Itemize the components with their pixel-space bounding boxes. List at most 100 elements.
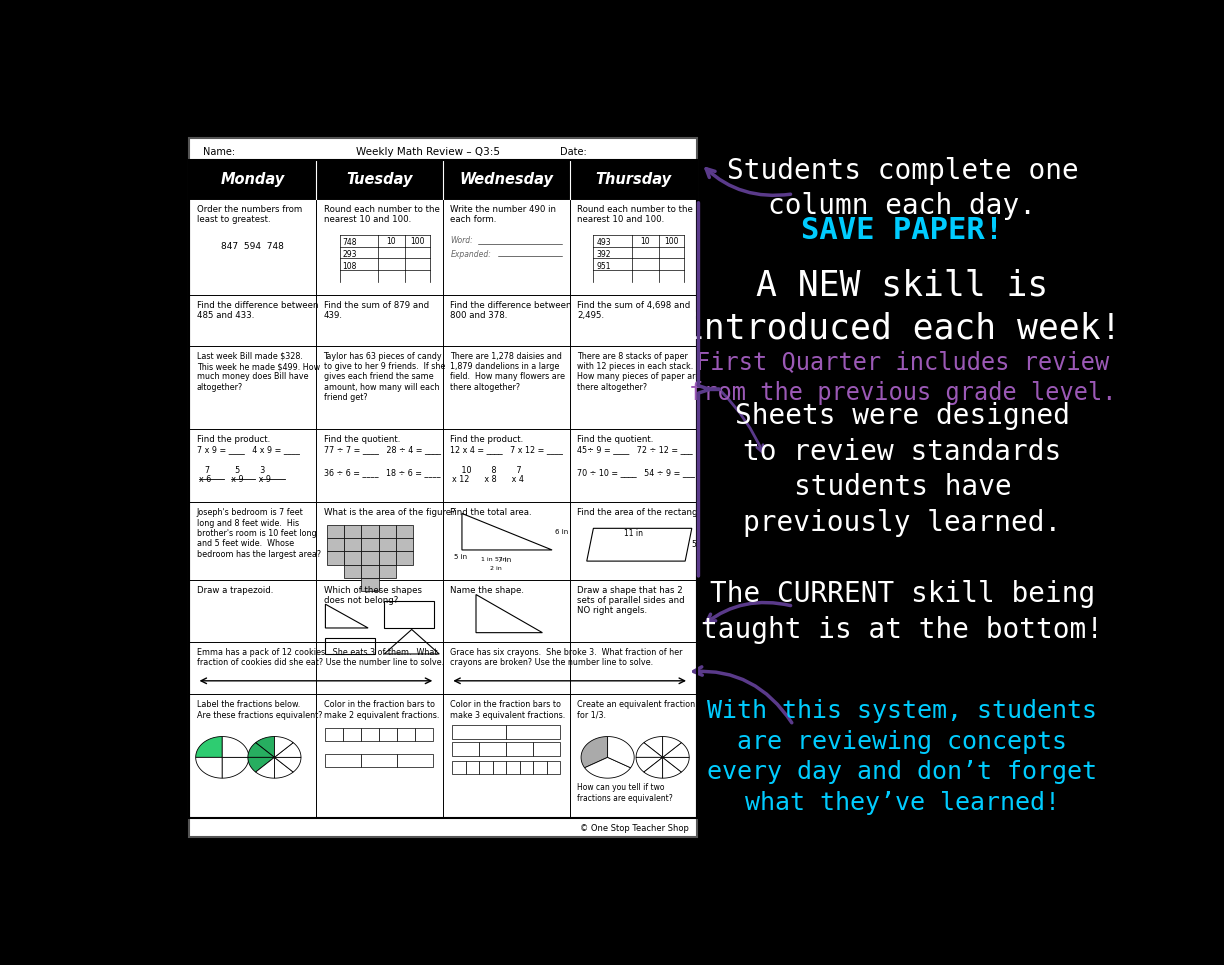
FancyBboxPatch shape — [344, 728, 361, 741]
Text: Joseph's bedroom is 7 feet
long and 8 feet wide.  His
brother's room is 10 feet : Joseph's bedroom is 7 feet long and 8 fe… — [197, 509, 321, 559]
Polygon shape — [662, 743, 689, 758]
FancyBboxPatch shape — [326, 754, 361, 767]
Text: Tuesday: Tuesday — [346, 172, 412, 187]
FancyBboxPatch shape — [453, 726, 507, 739]
Text: 7 in: 7 in — [498, 558, 512, 564]
FancyBboxPatch shape — [361, 565, 378, 578]
Text: 11 in: 11 in — [623, 529, 643, 538]
Text: 5 in: 5 in — [454, 554, 468, 560]
Text: Students complete one
column each day.: Students complete one column each day. — [727, 156, 1078, 220]
Polygon shape — [196, 736, 223, 758]
Text: Find the quotient.: Find the quotient. — [323, 435, 400, 444]
FancyBboxPatch shape — [188, 138, 696, 837]
Text: Wednesday: Wednesday — [459, 172, 553, 187]
Text: Order the numbers from
least to greatest.: Order the numbers from least to greatest… — [197, 205, 302, 225]
Text: Draw a shape that has 2
sets of parallel sides and
NO right angels.: Draw a shape that has 2 sets of parallel… — [578, 586, 685, 616]
FancyBboxPatch shape — [361, 728, 379, 741]
FancyBboxPatch shape — [547, 761, 561, 775]
FancyBboxPatch shape — [520, 761, 534, 775]
Text: 2 in: 2 in — [491, 566, 502, 571]
FancyBboxPatch shape — [398, 754, 433, 767]
Text: 6 in: 6 in — [554, 529, 568, 535]
Text: Color in the fraction bars to
make 2 equivalent fractions.: Color in the fraction bars to make 2 equ… — [323, 701, 439, 720]
Text: 5 in: 5 in — [496, 558, 507, 563]
FancyBboxPatch shape — [395, 551, 412, 565]
Text: 951: 951 — [596, 262, 611, 271]
Text: The CURRENT skill being
taught is at the bottom!: The CURRENT skill being taught is at the… — [701, 580, 1103, 644]
Polygon shape — [196, 758, 223, 778]
Text: 10: 10 — [640, 237, 650, 246]
Text: x 6        x 9      x 9: x 6 x 9 x 9 — [198, 476, 271, 484]
Text: There are 1,278 daisies and
1,879 dandelions in a large
field.  How many flowers: There are 1,278 daisies and 1,879 dandel… — [450, 351, 565, 392]
Text: 7          5        3: 7 5 3 — [201, 466, 266, 476]
Polygon shape — [644, 758, 662, 778]
Text: Find the quotient.: Find the quotient. — [578, 435, 654, 444]
Text: 12 x 4 = ____   7 x 12 = ____: 12 x 4 = ____ 7 x 12 = ____ — [450, 446, 563, 455]
Text: Write the number 490 in
each form.: Write the number 490 in each form. — [450, 205, 557, 225]
Text: Round each number to the
nearest 10 and 100.: Round each number to the nearest 10 and … — [323, 205, 439, 225]
FancyBboxPatch shape — [395, 525, 412, 538]
Polygon shape — [223, 758, 248, 778]
Polygon shape — [223, 736, 248, 758]
Text: 77 ÷ 7 = ____   28 ÷ 4 = ____: 77 ÷ 7 = ____ 28 ÷ 4 = ____ — [323, 446, 441, 455]
Polygon shape — [274, 758, 301, 772]
Polygon shape — [644, 736, 662, 758]
Text: Find the difference between
485 and 433.: Find the difference between 485 and 433. — [197, 301, 318, 320]
Text: Taylor has 63 pieces of candy
to give to her 9 friends.  If she
gives each frien: Taylor has 63 pieces of candy to give to… — [323, 351, 444, 402]
Text: Find the sum of 4,698 and
2,495.: Find the sum of 4,698 and 2,495. — [578, 301, 690, 320]
FancyBboxPatch shape — [507, 761, 520, 775]
FancyBboxPatch shape — [379, 728, 398, 741]
FancyBboxPatch shape — [415, 728, 433, 741]
FancyBboxPatch shape — [361, 538, 378, 551]
Text: 1 in: 1 in — [481, 558, 492, 563]
Text: x 12      x 8      x 4: x 12 x 8 x 4 — [453, 476, 524, 484]
FancyBboxPatch shape — [453, 742, 480, 756]
Text: Thursday: Thursday — [595, 172, 671, 187]
FancyBboxPatch shape — [534, 742, 561, 756]
FancyBboxPatch shape — [327, 538, 344, 551]
Text: Last week Bill made $328.
This week he made $499. How
much money does Bill have
: Last week Bill made $328. This week he m… — [197, 351, 319, 392]
Polygon shape — [636, 758, 662, 772]
FancyBboxPatch shape — [453, 761, 466, 775]
Text: Word:: Word: — [450, 236, 474, 245]
FancyBboxPatch shape — [466, 761, 480, 775]
Text: Label the fractions below.
Are these fractions equivalent?: Label the fractions below. Are these fra… — [197, 701, 322, 720]
Text: Round each number to the
nearest 10 and 100.: Round each number to the nearest 10 and … — [578, 205, 693, 225]
Text: © One Stop Teacher Shop: © One Stop Teacher Shop — [580, 824, 689, 833]
Text: 293: 293 — [343, 250, 357, 260]
Text: Which of these shapes
does not belong?: Which of these shapes does not belong? — [323, 586, 421, 605]
Polygon shape — [607, 736, 634, 768]
FancyBboxPatch shape — [361, 525, 378, 538]
Polygon shape — [247, 743, 274, 758]
Text: A NEW skill is
introduced each week!: A NEW skill is introduced each week! — [683, 268, 1121, 345]
FancyBboxPatch shape — [507, 726, 561, 739]
Polygon shape — [662, 758, 682, 778]
FancyBboxPatch shape — [378, 538, 395, 551]
FancyBboxPatch shape — [361, 754, 398, 767]
FancyBboxPatch shape — [395, 538, 412, 551]
FancyBboxPatch shape — [326, 728, 344, 741]
Polygon shape — [585, 758, 630, 778]
FancyBboxPatch shape — [493, 761, 507, 775]
FancyBboxPatch shape — [378, 525, 395, 538]
Text: Find the sum of 879 and
439.: Find the sum of 879 and 439. — [323, 301, 428, 320]
Polygon shape — [581, 736, 607, 768]
FancyBboxPatch shape — [378, 551, 395, 565]
Text: Monday: Monday — [220, 172, 285, 187]
FancyBboxPatch shape — [480, 761, 493, 775]
Text: Name the shape.: Name the shape. — [450, 586, 524, 594]
Text: Expanded:: Expanded: — [450, 250, 491, 259]
FancyBboxPatch shape — [507, 742, 534, 756]
FancyBboxPatch shape — [480, 742, 507, 756]
FancyBboxPatch shape — [344, 525, 361, 538]
Text: With this system, students
are reviewing concepts
every day and don’t forget
wha: With this system, students are reviewing… — [707, 699, 1098, 815]
Polygon shape — [274, 736, 294, 758]
Polygon shape — [274, 758, 294, 778]
Polygon shape — [274, 743, 301, 758]
Text: There are 8 stacks of paper
with 12 pieces in each stack.
How many pieces of pap: There are 8 stacks of paper with 12 piec… — [578, 351, 700, 392]
Text: How can you tell if two
fractions are equivalent?: How can you tell if two fractions are eq… — [578, 784, 673, 803]
FancyBboxPatch shape — [344, 538, 361, 551]
Text: Name:: Name: — [203, 147, 235, 157]
Text: SAVE PAPER!: SAVE PAPER! — [802, 216, 1004, 245]
FancyBboxPatch shape — [361, 578, 378, 592]
